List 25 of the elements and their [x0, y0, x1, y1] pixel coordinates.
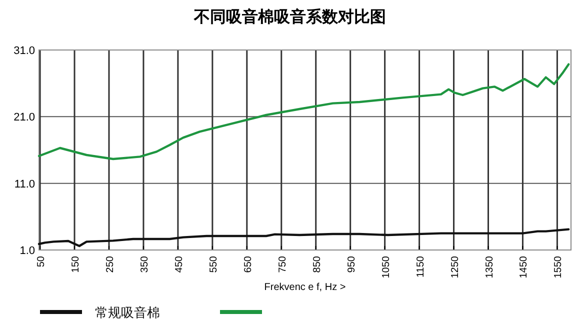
legend-label: 常规吸音棉 — [95, 305, 160, 320]
x-tick-label: 650 — [242, 256, 254, 273]
x-tick-label: 950 — [346, 256, 358, 273]
line-series — [38, 228, 570, 248]
line-series — [38, 63, 570, 160]
chart-title: 不同吸音棉吸音系数对比图 — [193, 8, 386, 26]
x-tick-label: 1550 — [553, 256, 564, 278]
x-tick-label: 150 — [70, 256, 82, 273]
x-tick-label: 350 — [139, 256, 150, 273]
y-tick-label: 11.0 — [14, 178, 35, 190]
x-tick-label: 1050 — [380, 256, 392, 278]
y-tick-label: 1.0 — [20, 245, 35, 257]
x-tick-label: 1150 — [415, 256, 426, 278]
x-tick-label: 450 — [174, 256, 185, 273]
x-axis-title: Frekvenc e f, Hz > — [264, 282, 346, 293]
y-tick-label: 31.0 — [14, 45, 35, 57]
x-tick-label: 1350 — [484, 256, 496, 278]
x-tick-label: 850 — [312, 256, 323, 273]
x-tick-label: 50 — [36, 256, 48, 268]
x-tick-label: 750 — [277, 256, 288, 273]
x-tick-label: 1450 — [518, 256, 530, 278]
x-tick-label: 250 — [104, 256, 116, 273]
y-tick-label: 21.0 — [14, 112, 35, 124]
x-tick-label: 1250 — [450, 256, 461, 278]
x-tick-label: 550 — [208, 256, 220, 273]
